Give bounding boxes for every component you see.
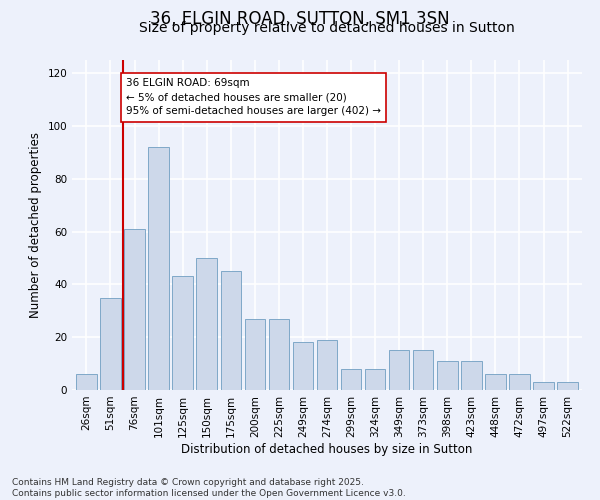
- Bar: [413, 350, 433, 390]
- Bar: [485, 374, 506, 390]
- Bar: [509, 374, 530, 390]
- Bar: [269, 318, 289, 390]
- Bar: [172, 276, 193, 390]
- Bar: [461, 361, 482, 390]
- Bar: [245, 318, 265, 390]
- Bar: [76, 374, 97, 390]
- Bar: [124, 229, 145, 390]
- Title: Size of property relative to detached houses in Sutton: Size of property relative to detached ho…: [139, 21, 515, 35]
- Bar: [557, 382, 578, 390]
- Text: 36 ELGIN ROAD: 69sqm
← 5% of detached houses are smaller (20)
95% of semi-detach: 36 ELGIN ROAD: 69sqm ← 5% of detached ho…: [126, 78, 381, 116]
- Text: 36, ELGIN ROAD, SUTTON, SM1 3SN: 36, ELGIN ROAD, SUTTON, SM1 3SN: [150, 10, 450, 28]
- Y-axis label: Number of detached properties: Number of detached properties: [29, 132, 42, 318]
- Bar: [100, 298, 121, 390]
- Bar: [317, 340, 337, 390]
- Bar: [437, 361, 458, 390]
- Bar: [148, 147, 169, 390]
- Bar: [196, 258, 217, 390]
- X-axis label: Distribution of detached houses by size in Sutton: Distribution of detached houses by size …: [181, 442, 473, 456]
- Bar: [221, 271, 241, 390]
- Bar: [533, 382, 554, 390]
- Bar: [293, 342, 313, 390]
- Bar: [365, 369, 385, 390]
- Text: Contains HM Land Registry data © Crown copyright and database right 2025.
Contai: Contains HM Land Registry data © Crown c…: [12, 478, 406, 498]
- Bar: [389, 350, 409, 390]
- Bar: [341, 369, 361, 390]
